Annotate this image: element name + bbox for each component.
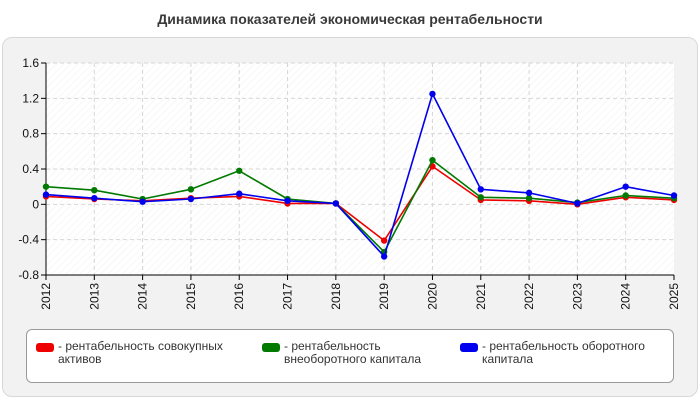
y-tick-label: 1.2 <box>22 91 39 105</box>
legend-label: - рентабельность оборотного капитала <box>482 339 645 366</box>
legend-swatch-red <box>36 343 54 352</box>
x-tick-label: 2022 <box>522 283 536 310</box>
data-point-s3 <box>332 200 340 207</box>
x-tick-label: 2023 <box>570 283 584 310</box>
data-point-s2 <box>236 167 243 174</box>
data-point-s2 <box>429 156 436 164</box>
data-point-s2 <box>42 183 50 190</box>
data-point-s3 <box>284 197 291 204</box>
data-point-s3 <box>622 183 629 190</box>
data-point-s3 <box>525 189 533 197</box>
x-tick-label: 2013 <box>87 283 101 310</box>
y-tick-label: 0.8 <box>22 127 39 141</box>
x-tick-label: 2021 <box>474 283 488 310</box>
data-point-s3 <box>91 194 98 202</box>
data-point-s3 <box>670 192 678 199</box>
x-tick-label: 2017 <box>281 283 295 310</box>
legend-item-2: - рентабельность внеоборотного капитала <box>262 340 464 366</box>
legend: - рентабельность совокупных активов - ре… <box>26 329 674 383</box>
legend-item-1: - рентабельность совокупных активов <box>36 340 238 366</box>
y-tick-label: -0.4 <box>18 233 39 247</box>
data-point-s2 <box>91 187 98 194</box>
y-tick-label: 1.6 <box>22 56 39 70</box>
x-tick-label: 2016 <box>232 283 246 310</box>
data-point-s3 <box>187 195 195 203</box>
x-tick-label: 2018 <box>329 283 343 310</box>
data-point-s3 <box>139 198 146 205</box>
legend-label: - рентабельность внеоборотного капитала <box>284 339 421 366</box>
x-tick-label: 2019 <box>377 283 391 310</box>
data-point-s3 <box>477 186 484 193</box>
data-point-s3 <box>429 90 436 98</box>
data-point-s3 <box>574 200 581 207</box>
data-point-s1 <box>380 237 388 244</box>
x-tick-label: 2015 <box>184 283 198 310</box>
data-point-s3 <box>236 190 243 197</box>
legend-swatch-green <box>262 343 280 352</box>
x-tick-label: 2020 <box>425 283 439 310</box>
legend-swatch-blue <box>460 343 478 352</box>
plot-area-hatch <box>46 63 674 275</box>
x-tick-label: 2025 <box>667 283 681 310</box>
data-point-s3 <box>380 253 388 260</box>
x-tick-label: 2024 <box>619 283 633 310</box>
data-point-s2 <box>622 192 629 199</box>
series-line-3 <box>45 93 675 258</box>
data-point-s2 <box>187 186 195 193</box>
data-point-s2 <box>477 194 484 201</box>
legend-item-3: - рентабельность оборотного капитала <box>460 340 662 366</box>
x-tick-label: 2012 <box>39 283 53 310</box>
chart-title: Динамика показателей экономическая рента… <box>157 11 543 27</box>
y-tick-label: 0.4 <box>22 162 39 176</box>
y-tick-label: 0 <box>32 197 39 211</box>
x-tick-label: 2014 <box>136 283 150 310</box>
data-point-s3 <box>42 191 50 198</box>
series-line-1 <box>45 165 675 242</box>
legend-label: - рентабельность совокупных активов <box>58 339 223 366</box>
data-point-s2 <box>525 194 533 202</box>
y-tick-label: -0.8 <box>18 268 39 282</box>
